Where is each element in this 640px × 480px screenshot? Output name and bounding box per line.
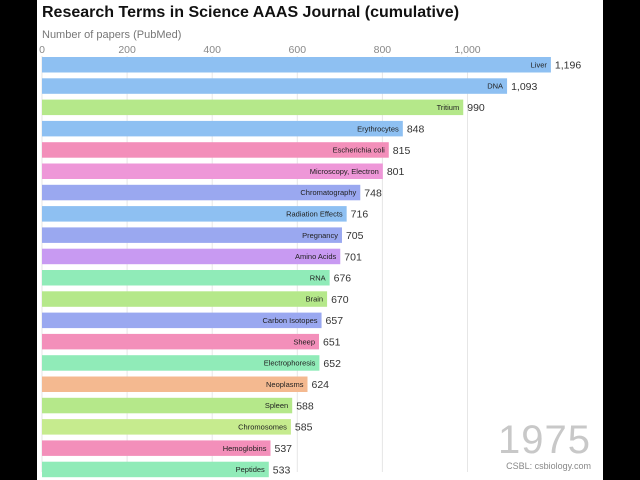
bar-group: Neoplasms 624	[42, 376, 330, 392]
bar-value: 716	[351, 209, 369, 221]
bar-value: 801	[387, 166, 405, 178]
bar-value: 652	[323, 358, 341, 370]
bar	[42, 248, 341, 265]
bar-value: 585	[295, 422, 313, 434]
tick-label: 1,000	[454, 44, 480, 56]
bar-label: Chromosomes	[238, 422, 287, 431]
bar-group: Hemoglobins 537	[42, 440, 292, 456]
axis-label: Number of papers (PubMed)	[42, 29, 182, 41]
bar-group: Microscopy, Electron 801	[42, 163, 405, 179]
bar-value: 848	[407, 123, 425, 135]
bar-group: RNA 676	[42, 270, 351, 286]
bar-label: Escherichia coli	[333, 146, 385, 155]
bar-group: Carbon Isotopes 657	[42, 312, 344, 329]
bar-value: 537	[274, 443, 292, 455]
bar	[42, 142, 389, 158]
year-label: 1975	[498, 418, 591, 462]
bar-value: 1,093	[511, 81, 537, 93]
bar-label: Chromatography	[300, 188, 356, 197]
bar-label: Electrophoresis	[264, 359, 316, 368]
tick-label: 600	[289, 44, 307, 56]
bar-group: Escherichia coli 815	[42, 142, 410, 158]
bar-value: 990	[467, 102, 485, 114]
bar-group: Liver 1,196	[42, 57, 581, 73]
bar	[42, 419, 291, 435]
bar-label: Liver	[531, 60, 548, 69]
bar-group: Chromatography 748	[42, 184, 382, 201]
bar-label: Neoplasms	[266, 380, 304, 389]
bar-group: Spleen 588	[42, 397, 314, 414]
source-credit: CSBL: csbiology.com	[506, 461, 591, 471]
bar-chart: 0 200 400 600 800 1,000 Liver 1,196 DNA 1,093 Tri…	[39, 44, 581, 478]
bar-value: 701	[344, 251, 362, 263]
bar-value: 670	[331, 294, 349, 306]
bar-label: RNA	[310, 273, 326, 282]
tick-label: 400	[203, 44, 221, 56]
bar-label: Spleen	[265, 401, 288, 410]
bar-value: 624	[312, 379, 330, 391]
bar-group: Tritium 990	[42, 99, 485, 116]
bar	[42, 57, 551, 73]
bar-value: 815	[393, 145, 411, 157]
bars: Liver 1,196 DNA 1,093 Tritium 990 Erythrocytes…	[42, 57, 581, 478]
bar-group: Erythrocytes 848	[42, 120, 425, 137]
bar-value: 533	[273, 464, 291, 476]
bar-group: Sheep 651	[42, 333, 341, 350]
bar-label: Hemoglobins	[223, 444, 267, 453]
bar-label: Sheep	[293, 337, 315, 346]
bar-value: 657	[326, 315, 344, 327]
bar	[42, 120, 403, 137]
bar-label: DNA	[487, 82, 503, 91]
bar-group: Pregnancy 705	[42, 227, 364, 243]
bar-label: Pregnancy	[302, 231, 338, 240]
bar-group: Chromosomes 585	[42, 419, 313, 435]
bar	[42, 397, 293, 414]
bar	[42, 206, 347, 222]
bar-group: DNA 1,093	[42, 78, 538, 94]
tick-label: 0	[39, 44, 45, 56]
bar-value: 748	[364, 187, 382, 199]
bar-label: Carbon Isotopes	[263, 316, 318, 325]
bar	[42, 312, 322, 329]
bar	[42, 270, 330, 286]
bar-group: Peptides 533	[42, 461, 291, 478]
bar-label: Radiation Effects	[286, 209, 343, 218]
bar-group: Amino Acids 701	[42, 248, 362, 265]
tick-labels: 0 200 400 600 800 1,000	[39, 44, 481, 56]
tick-label: 800	[374, 44, 392, 56]
bar	[42, 461, 269, 478]
bar	[42, 163, 383, 179]
bar-label: Peptides	[236, 465, 265, 474]
bar	[42, 78, 508, 94]
bar-value: 1,196	[555, 60, 581, 72]
bar	[42, 184, 361, 201]
bar-label: Brain	[306, 295, 324, 304]
bar	[42, 440, 271, 456]
bar-value: 651	[323, 336, 341, 348]
bar-label: Tritium	[437, 103, 460, 112]
tick-label: 200	[118, 44, 136, 56]
bar-group: Electrophoresis 652	[42, 355, 341, 371]
chart-panel: Research Terms in Science AAAS Journal (…	[37, 0, 603, 480]
bar-label: Microscopy, Electron	[310, 167, 379, 176]
bar-label: Erythrocytes	[357, 124, 399, 133]
bar	[42, 333, 320, 350]
bar-group: Brain 670	[42, 291, 349, 307]
bar	[42, 376, 308, 392]
bar-group: Radiation Effects 716	[42, 206, 368, 222]
bar-label: Amino Acids	[295, 252, 337, 261]
bar-value: 588	[296, 400, 314, 412]
bar	[42, 291, 328, 307]
bar	[42, 355, 320, 371]
bar	[42, 227, 342, 243]
bar-value: 676	[334, 273, 352, 285]
bar-value: 705	[346, 230, 364, 242]
bar	[42, 99, 464, 116]
chart-title: Research Terms in Science AAAS Journal (…	[42, 4, 460, 21]
